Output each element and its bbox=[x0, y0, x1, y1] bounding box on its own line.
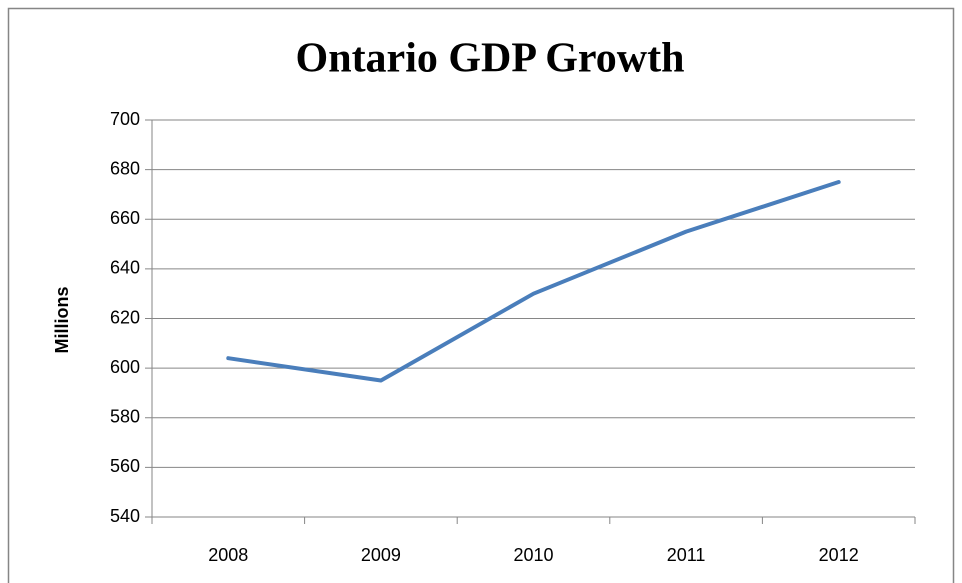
y-tick-label: 620 bbox=[110, 307, 140, 327]
x-tick-label: 2010 bbox=[513, 545, 553, 565]
x-tick-label: 2009 bbox=[361, 545, 401, 565]
x-tick-label: 2012 bbox=[819, 545, 859, 565]
x-tick-label: 2008 bbox=[208, 545, 248, 565]
x-tick-label: 2011 bbox=[667, 545, 706, 565]
y-tick-label: 580 bbox=[110, 407, 140, 427]
y-tick-label: 540 bbox=[110, 506, 140, 526]
y-tick-label: 680 bbox=[110, 158, 140, 178]
chart-border bbox=[7, 7, 955, 583]
y-tick-label: 700 bbox=[110, 109, 140, 129]
chart-title: Ontario GDP Growth bbox=[296, 36, 685, 82]
y-tick-label: 640 bbox=[110, 258, 140, 278]
y-tick-label: 660 bbox=[110, 208, 140, 228]
y-tick-label: 600 bbox=[110, 357, 140, 377]
y-tick-label: 560 bbox=[110, 456, 140, 476]
y-axis-label: Millions bbox=[52, 287, 72, 354]
data-line bbox=[226, 180, 841, 383]
